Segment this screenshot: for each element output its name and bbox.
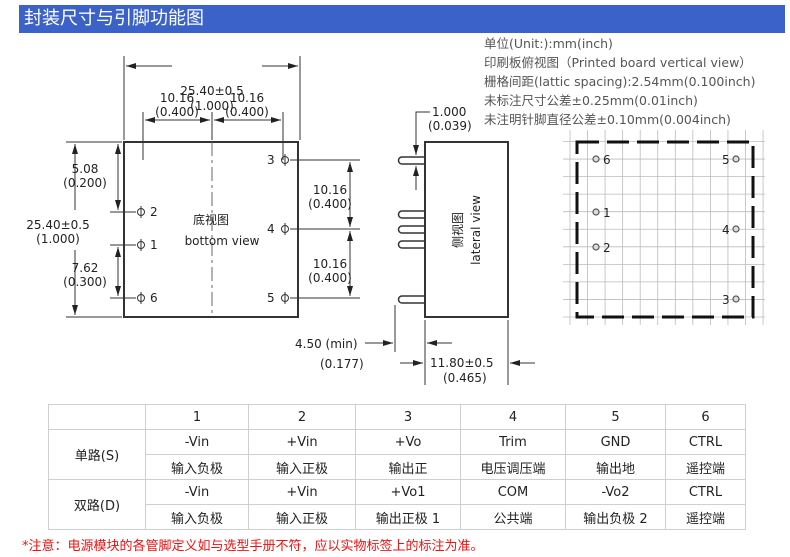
pin-length-mm: 4.50 (min) bbox=[295, 337, 358, 351]
pin-label-2: 2 bbox=[150, 205, 158, 219]
pcb-pins bbox=[592, 155, 740, 303]
cell: -Vin bbox=[145, 429, 249, 455]
pin-label-1: 1 bbox=[150, 238, 158, 252]
pin-width-mm: 1.000 bbox=[432, 105, 466, 119]
pitch-left-mm: 10.16 bbox=[160, 91, 194, 105]
cell: +Vin bbox=[248, 479, 356, 505]
pin-header: 1 bbox=[145, 404, 249, 430]
cell: -Vin bbox=[145, 479, 249, 505]
cell: 遥控端 bbox=[665, 454, 746, 480]
pin-header: 4 bbox=[460, 404, 566, 430]
note-grid: 栅格间距(lattic spacing):2.54mm(0.100inch) bbox=[484, 74, 756, 89]
note-pin-tolerance: 未注明针脚直径公差±0.10mm(0.004inch) bbox=[484, 112, 731, 127]
depth-in: (0.465) bbox=[443, 371, 487, 385]
cell: GND bbox=[565, 429, 666, 455]
cell: -Vo2 bbox=[565, 479, 666, 505]
bottom-view-label-en: bottom view bbox=[185, 234, 260, 248]
right-pitch1-in: (0.400) bbox=[308, 197, 352, 211]
depth-mm: 11.80±0.5 bbox=[430, 356, 494, 370]
pin-header: 3 bbox=[355, 404, 461, 430]
pin-label-3: 3 bbox=[267, 153, 275, 167]
pitch-left-in: (0.400) bbox=[155, 105, 199, 119]
table-row: 单路(S) -Vin +Vin +Vo Trim GND CTRL bbox=[48, 429, 746, 480]
pcb-pin-5: 5 bbox=[722, 153, 730, 167]
pcb-pin-4: 4 bbox=[722, 223, 730, 237]
width-in: (1.000) bbox=[190, 99, 234, 113]
cell: 输入负极 bbox=[145, 504, 249, 530]
left-bottom-mm: 7.62 bbox=[72, 261, 99, 275]
side-view-label-cn: 侧视图 bbox=[450, 212, 465, 248]
side-view-label-en: lateral view bbox=[469, 195, 483, 265]
cell: +Vo bbox=[355, 429, 461, 455]
cell: CTRL bbox=[665, 429, 746, 455]
pcb-pin-6: 6 bbox=[603, 153, 611, 167]
side-pins bbox=[397, 156, 425, 304]
side-view-outline bbox=[424, 141, 509, 318]
table-header-row: 1 2 3 4 5 6 bbox=[48, 404, 746, 430]
pcb-pin-3: 3 bbox=[722, 293, 730, 307]
table-row: 输入负极 输入正极 输出正 电压调压端 输出地 遥控端 bbox=[49, 454, 746, 480]
cell: 遥控端 bbox=[665, 504, 746, 530]
note-tolerance: 未标注尺寸公差±0.25mm(0.01inch) bbox=[484, 93, 698, 108]
bottom-view-label-cn: 底视图 bbox=[193, 212, 229, 227]
cell: COM bbox=[460, 479, 566, 505]
pin-header: 6 bbox=[665, 404, 746, 430]
height-in: (1.000) bbox=[36, 232, 80, 246]
pin-label-5: 5 bbox=[267, 291, 275, 305]
cell: Trim bbox=[460, 429, 566, 455]
pcb-outline bbox=[575, 140, 755, 319]
spec-notes: 单位(Unit:):mm(inch) 印刷板俯视图（Printed board … bbox=[484, 34, 755, 129]
table-row: 双路(D) -Vin +Vin +Vo1 COM -Vo2 CTRL bbox=[48, 479, 746, 530]
left-top-in: (0.200) bbox=[63, 176, 107, 190]
cell: 公共端 bbox=[460, 504, 566, 530]
right-pitch2-in: (0.400) bbox=[308, 271, 352, 285]
right-pitch2-mm: 10.16 bbox=[313, 257, 347, 271]
pcb-pin-1: 1 bbox=[603, 206, 611, 220]
cell: 输出正极 1 bbox=[355, 504, 461, 530]
pitch-right-mm: 10.16 bbox=[230, 91, 264, 105]
note-view: 印刷板俯视图（Printed board vertical view） bbox=[484, 55, 752, 70]
height-mm: 25.40±0.5 bbox=[26, 218, 90, 232]
cell: 输入负极 bbox=[145, 454, 249, 480]
cell: 输入正极 bbox=[248, 504, 356, 530]
cell: 输出正 bbox=[355, 454, 461, 480]
cell: 输出负极 2 bbox=[565, 504, 666, 530]
width-mm: 25.40±0.5 bbox=[180, 84, 244, 98]
cell: +Vin bbox=[248, 429, 356, 455]
left-bottom-in: (0.300) bbox=[63, 275, 107, 289]
pcb-pin-2: 2 bbox=[603, 241, 611, 255]
cell: CTRL bbox=[665, 479, 746, 505]
pin-width-in: (0.039) bbox=[428, 119, 472, 133]
single-label: 单路(S) bbox=[48, 429, 146, 480]
pin-header: 5 bbox=[565, 404, 666, 430]
bottom-pins bbox=[137, 154, 289, 304]
pin-label-6: 6 bbox=[150, 291, 158, 305]
cell: 输出地 bbox=[565, 454, 666, 480]
pcb-grid bbox=[563, 130, 765, 325]
right-pitch1-mm: 10.16 bbox=[313, 183, 347, 197]
pin-function-table: 1 2 3 4 5 6 单路(S) -Vin +Vin +Vo Trim GND… bbox=[48, 404, 746, 530]
pin-label-4: 4 bbox=[267, 222, 275, 236]
cell: +Vo1 bbox=[355, 479, 461, 505]
cell: 电压调压端 bbox=[460, 454, 566, 480]
pin-header: 2 bbox=[248, 404, 356, 430]
footnote: *注意：电源模块的各管脚定义如与选型手册不符，应以实物标签上的标注为准。 bbox=[22, 539, 484, 554]
note-unit: 单位(Unit:):mm(inch) bbox=[484, 36, 613, 51]
section-title: 封装尺寸与引脚功能图 bbox=[19, 5, 785, 33]
pitch-right-in: (0.400) bbox=[225, 105, 269, 119]
pin-length-in: (0.177) bbox=[320, 357, 364, 371]
left-top-mm: 5.08 bbox=[72, 162, 99, 176]
dual-label: 双路(D) bbox=[48, 479, 146, 530]
table-row: 输入负极 输入正极 输出正极 1 公共端 输出负极 2 遥控端 bbox=[49, 504, 746, 530]
cell: 输入正极 bbox=[248, 454, 356, 480]
